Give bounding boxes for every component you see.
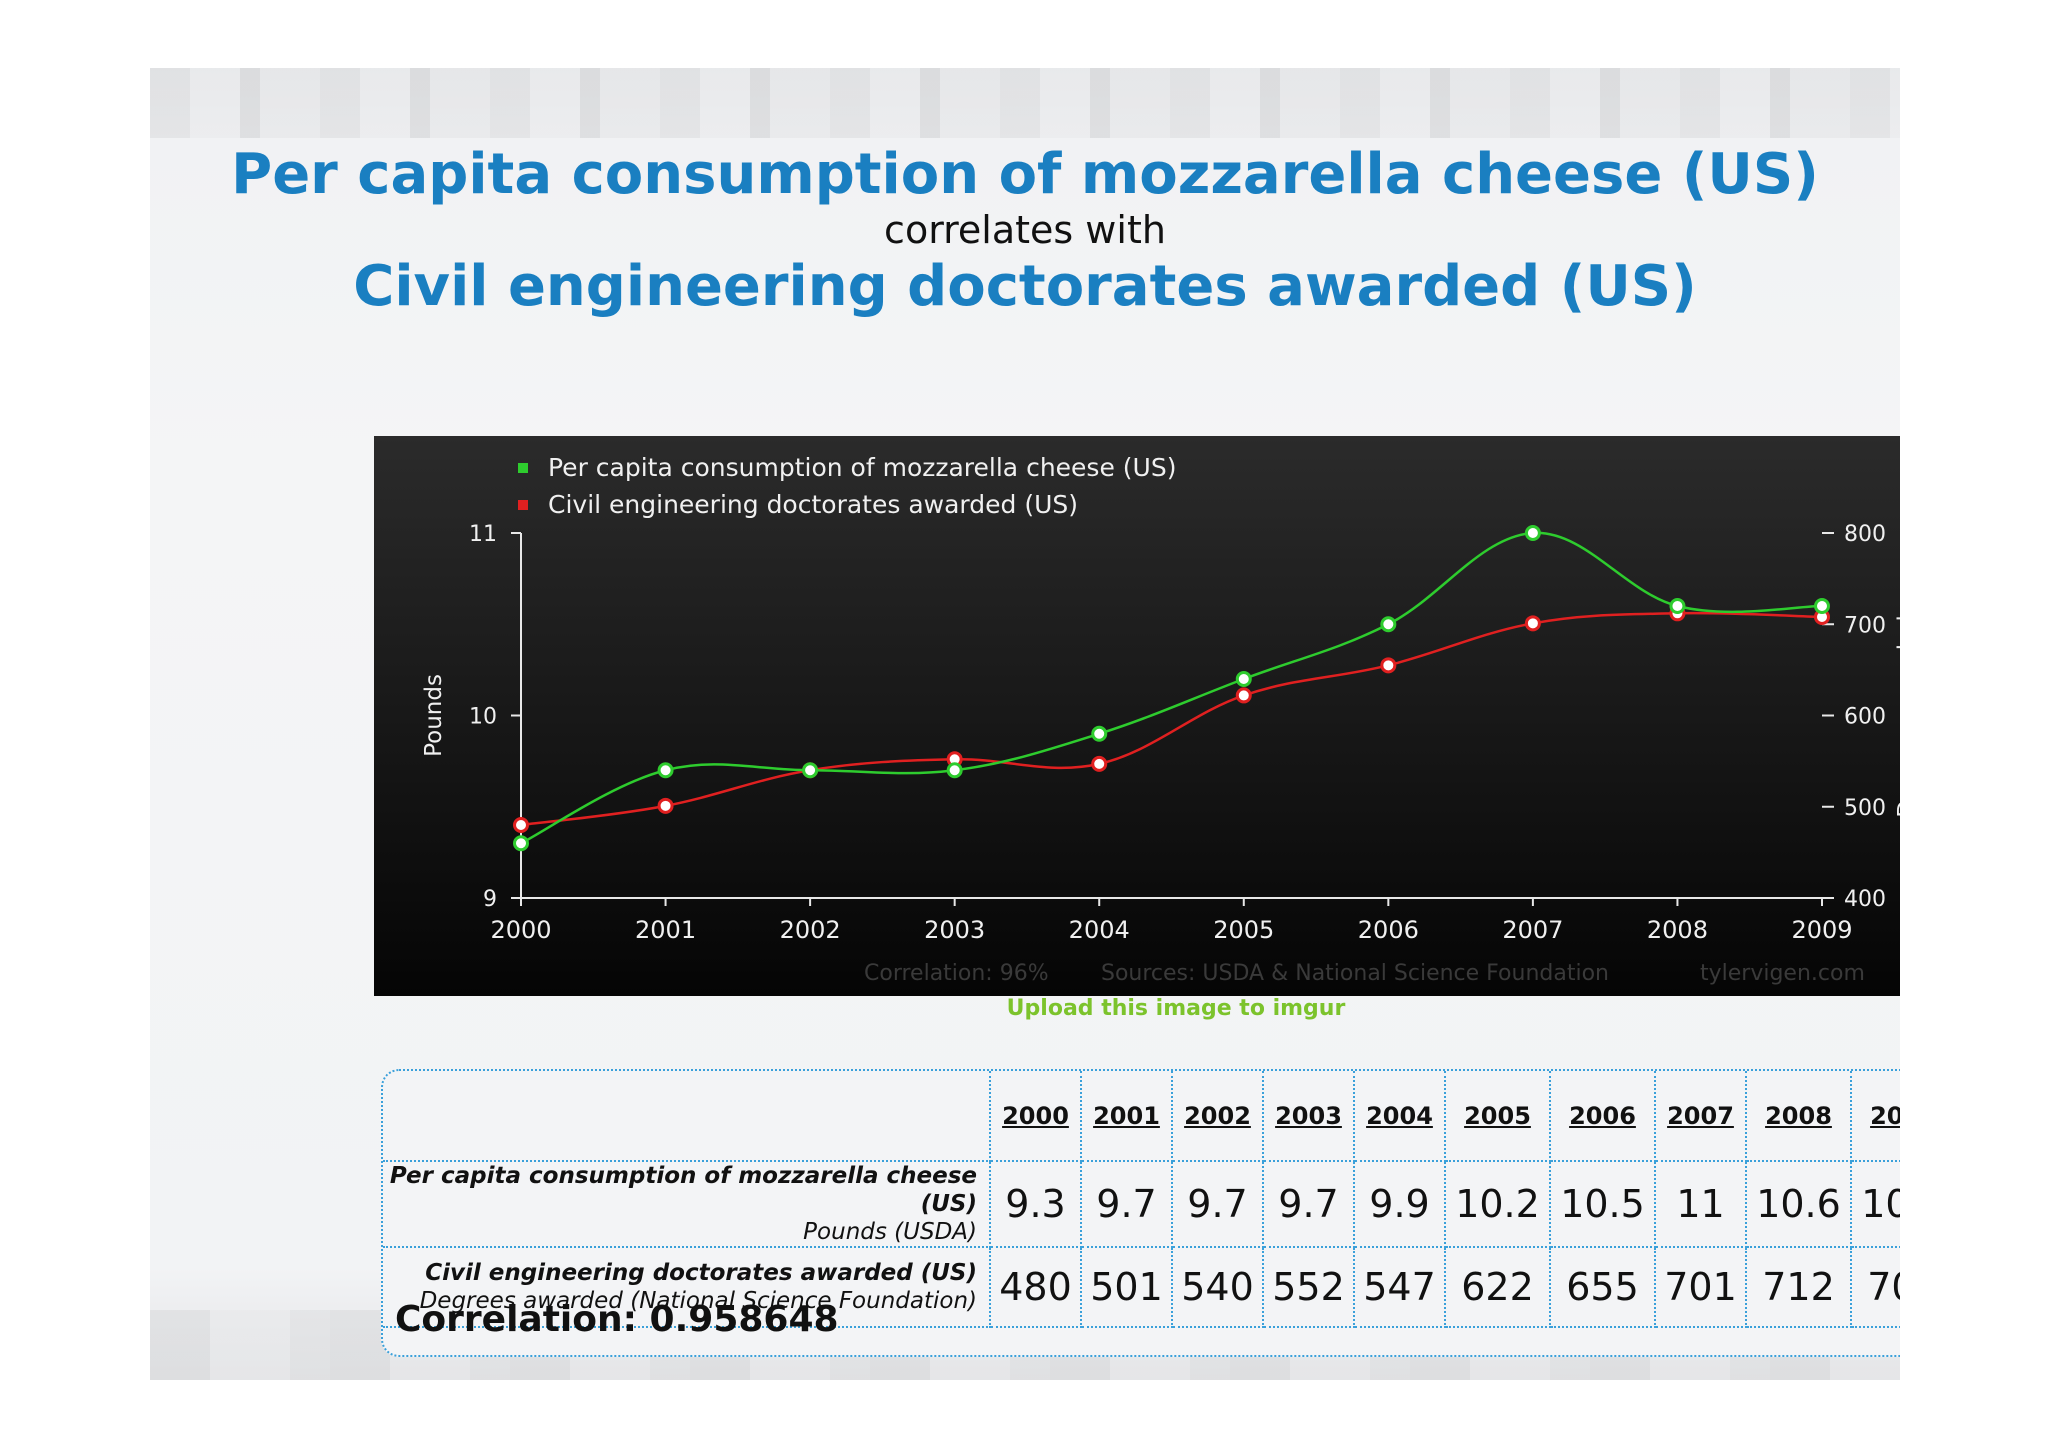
table-cell: 622 [1445, 1247, 1551, 1328]
background-photo-top [150, 68, 1900, 138]
table-cell: 10.5 [1550, 1161, 1656, 1248]
table-cell: 9.7 [1263, 1161, 1355, 1248]
year-header: 2003 [1263, 1071, 1355, 1162]
year-header: 2007 [1655, 1071, 1747, 1162]
year-header: 2002 [1172, 1071, 1264, 1162]
table-cell: 655 [1550, 1247, 1656, 1328]
row-label: Per capita consumption of mozzarella che… [383, 1161, 991, 1248]
data-point-2 [1091, 755, 1108, 772]
correlation-value: Correlation: 0.958648 [395, 1299, 839, 1340]
title-series-2: Civil engineering doctorates awarded (US… [353, 254, 1697, 319]
table-cell: 501 [1081, 1247, 1173, 1328]
row-subtitle: Degrees awarded (National Science Founda… [419, 1288, 977, 1314]
table-cell: 10.2 [1445, 1161, 1551, 1248]
right-tick-label: 700 [1844, 613, 1886, 638]
footer-site: tylervigen.com [1700, 961, 1865, 986]
legend-label-1: Per capita consumption of mozzarella che… [548, 453, 1176, 482]
data-point-1 [1524, 525, 1541, 541]
data-point-1 [1814, 598, 1830, 614]
legend-swatch-1 [518, 463, 528, 473]
title-correlates-with: correlates with [884, 208, 1166, 252]
data-point-1 [946, 762, 963, 779]
x-tick-label: 2005 [1213, 916, 1274, 944]
x-tick-label: 2004 [1069, 916, 1130, 944]
data-table: 2000 2001 2002 2003 2004 2005 2006 2007 … [381, 1069, 1900, 1357]
table-cell: 9.7 [1081, 1161, 1173, 1248]
row-label: Civil engineering doctorates awarded (US… [383, 1247, 991, 1328]
left-tick-label: 10 [469, 705, 497, 730]
year-header: 2004 [1354, 1071, 1446, 1162]
table-cell: 708 [1851, 1247, 1900, 1328]
data-table-grid: 2000 2001 2002 2003 2004 2005 2006 2007 … [383, 1071, 1900, 1328]
right-axis-title: Degrees awarded [1894, 615, 1900, 817]
upload-to-imgur-link[interactable]: Upload this image to imgur [1006, 996, 1346, 1021]
table-cell: 547 [1354, 1247, 1446, 1328]
table-cell: 712 [1746, 1247, 1852, 1328]
data-point-2 [513, 817, 529, 833]
table-cell: 10.6 [1851, 1161, 1900, 1248]
row-title: Civil engineering doctorates awarded (US… [425, 1260, 977, 1286]
slide-background: Per capita consumption of mozzarella che… [150, 68, 1900, 1380]
year-header: 2000 [990, 1071, 1082, 1162]
year-header: 2008 [1746, 1071, 1852, 1162]
x-tick-label: 2002 [780, 916, 841, 944]
row-title: Per capita consumption of mozzarella che… [389, 1163, 977, 1217]
left-tick-label: 11 [469, 522, 497, 547]
left-axis-title: Pounds [421, 674, 447, 757]
left-tick-label: 9 [483, 887, 497, 912]
data-point-1 [1380, 616, 1397, 633]
table-cell: 701 [1655, 1247, 1747, 1328]
table-cell: 10.6 [1746, 1161, 1852, 1248]
right-tick-label: 500 [1844, 796, 1886, 821]
data-point-1 [657, 762, 674, 779]
right-tick-label: 800 [1844, 522, 1886, 547]
table-cell: 552 [1263, 1247, 1355, 1328]
table-cell: 11 [1655, 1161, 1747, 1248]
x-tick-label: 2008 [1647, 916, 1708, 944]
table-cell: 540 [1172, 1247, 1264, 1328]
data-point-2 [1380, 657, 1397, 674]
year-header: 2006 [1550, 1071, 1656, 1162]
x-tick-label: 2000 [490, 916, 551, 944]
series-line-2 [520, 611, 1823, 827]
footer-correlation: Correlation: 96% [864, 961, 1049, 986]
data-point-1 [1091, 725, 1108, 742]
row-subtitle: Pounds (USDA) [803, 1219, 977, 1245]
x-tick-label: 2007 [1502, 916, 1563, 944]
right-tick-label: 400 [1844, 887, 1886, 912]
footer-sources: Sources: USDA & National Science Foundat… [1101, 961, 1609, 986]
x-tick-label: 2001 [635, 916, 696, 944]
table-header-row: 2000 2001 2002 2003 2004 2005 2006 2007 … [383, 1071, 1900, 1162]
x-tick-label: 2003 [924, 916, 985, 944]
table-cell: 480 [990, 1247, 1082, 1328]
title-series-1: Per capita consumption of mozzarella che… [231, 142, 1819, 207]
line-chart: 9 10 11 400 500 600 700 800 2000 2001 2002 2003 2004… [374, 436, 1900, 996]
data-point-1 [1235, 671, 1252, 687]
year-header: 2005 [1445, 1071, 1551, 1162]
table-row: Per capita consumption of mozzarella che… [383, 1161, 1900, 1248]
table-cell: 9.3 [990, 1161, 1082, 1248]
data-point-1 [802, 762, 819, 779]
data-point-2 [1524, 615, 1541, 632]
legend-swatch-2 [518, 500, 528, 510]
table-cell: 9.9 [1354, 1161, 1446, 1248]
data-point-1 [513, 835, 529, 852]
series-line-1 [520, 531, 1823, 845]
table-corner-cell [383, 1071, 991, 1162]
table-cell: 9.7 [1172, 1161, 1264, 1248]
x-tick-label: 2009 [1791, 916, 1852, 944]
year-header: 2001 [1081, 1071, 1173, 1162]
right-tick-label: 600 [1844, 705, 1886, 730]
table-row: Civil engineering doctorates awarded (US… [383, 1247, 1900, 1328]
x-tick-label: 2006 [1358, 916, 1419, 944]
data-point-1 [1669, 598, 1686, 614]
year-header: 2009 [1851, 1071, 1900, 1162]
chart-svg: 9 10 11 400 500 600 700 800 2000 2001 2002 2003 2004… [421, 453, 1900, 986]
data-point-2 [1235, 687, 1252, 704]
data-point-2 [657, 797, 674, 814]
legend-label-2: Civil engineering doctorates awarded (US… [548, 490, 1078, 519]
